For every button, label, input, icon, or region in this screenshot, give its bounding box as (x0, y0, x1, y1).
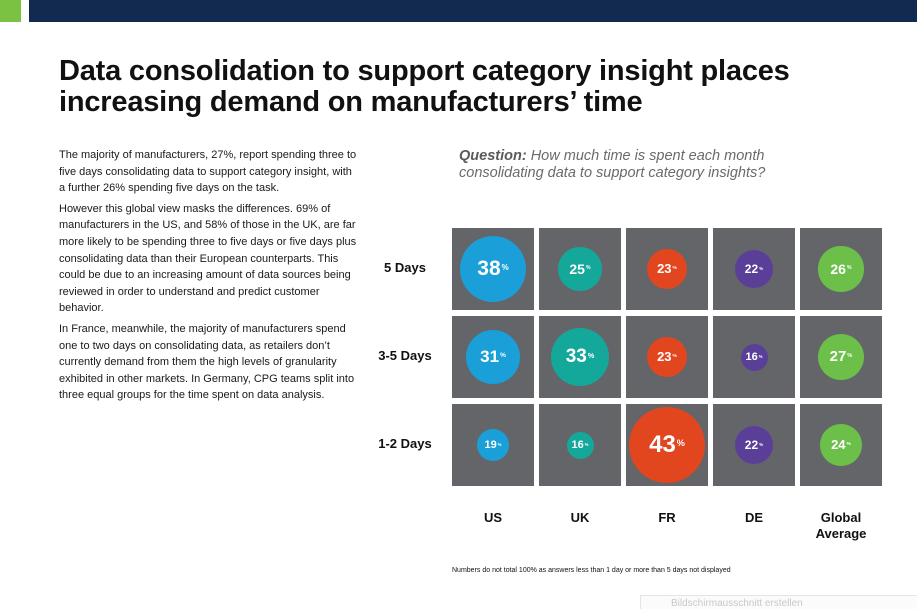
grid-cell: 31% (452, 316, 534, 398)
row-label: 3-5 Days (378, 348, 432, 363)
value-label: 38 (477, 256, 501, 280)
value-bubble: 22% (735, 250, 773, 288)
value-label: 43 (649, 431, 676, 458)
value-label: 33 (565, 345, 587, 367)
grid-cell: 38% (452, 228, 534, 310)
screenshot-tool-watermark: Bildschirmausschnitt erstellen (640, 595, 917, 609)
grid-cell: 16% (713, 316, 795, 398)
body-text: The majority of manufacturers, 27%, repo… (59, 147, 359, 408)
percent-sign: % (847, 352, 853, 359)
percent-sign: % (587, 351, 595, 361)
column-label: Global Average (796, 510, 886, 542)
column-label: US (448, 510, 538, 526)
value-label: 19 (484, 438, 497, 451)
value-bubble: 24% (820, 424, 862, 466)
grid-cell: 24% (800, 404, 882, 486)
column-label-line: Global (820, 510, 862, 525)
value-bubble: 22% (735, 426, 773, 464)
percent-sign: % (676, 438, 685, 449)
value-bubble: 26% (818, 246, 864, 292)
column-label: DE (709, 510, 799, 526)
grid-cell: 22% (713, 404, 795, 486)
survey-question: Question: How much time is spent each mo… (459, 148, 819, 182)
value-label: 23 (657, 261, 672, 277)
brand-accent-block (0, 0, 21, 22)
percent-sign: % (501, 262, 509, 272)
percent-sign: % (846, 264, 852, 271)
percent-sign: % (672, 353, 677, 359)
value-bubble: 38% (459, 235, 527, 303)
value-bubble: 33% (551, 328, 609, 386)
column-label-line: FR (658, 510, 676, 525)
grid-cell: 43% (626, 404, 708, 486)
grid-cell: 25% (539, 228, 621, 310)
column-label-line: US (483, 510, 503, 525)
body-paragraph-3: In France, meanwhile, the majority of ma… (59, 322, 355, 402)
value-bubble: 23% (647, 249, 687, 289)
value-label: 27 (829, 348, 847, 366)
value-bubble: 25% (558, 247, 602, 291)
value-label: 24 (831, 437, 846, 453)
grid-cell: 27% (800, 316, 882, 398)
percent-sign: % (758, 353, 763, 359)
body-paragraph-1: The majority of manufacturers, 27%, repo… (59, 149, 357, 195)
column-label: UK (535, 510, 625, 526)
value-bubble: 19% (476, 428, 510, 462)
column-label: FR (622, 510, 712, 526)
row-label: 1-2 Days (378, 436, 432, 451)
percent-sign: % (759, 441, 764, 447)
value-label: 31 (480, 346, 500, 366)
value-label: 16 (571, 439, 584, 451)
percent-sign: % (759, 265, 764, 271)
value-label: 23 (657, 349, 672, 365)
percent-sign: % (500, 352, 506, 360)
value-label: 16 (745, 351, 758, 363)
row-label: 5 Days (384, 260, 426, 275)
percent-sign: % (846, 441, 851, 447)
slide-title-line-1: Data consolidation to support category i… (59, 55, 790, 87)
footnote: Numbers do not total 100% as answers les… (452, 567, 731, 574)
column-label-line: Average (815, 526, 867, 541)
grid-cell: 22% (713, 228, 795, 310)
column-label-line: UK (570, 510, 590, 525)
slide-title: Data consolidation to support category i… (59, 56, 899, 118)
percent-sign: % (584, 441, 589, 447)
grid-cell: 33% (539, 316, 621, 398)
percent-sign: % (585, 264, 591, 271)
value-bubble: 16% (740, 343, 768, 371)
slide-title-line-2: increasing demand on manufacturers’ time (59, 86, 643, 118)
grid-cell: 16% (539, 404, 621, 486)
grid-cell: 23% (626, 316, 708, 398)
column-label-line: DE (744, 510, 764, 525)
question-label: Question: (459, 148, 527, 164)
value-bubble: 16% (566, 431, 594, 459)
value-label: 22 (744, 437, 759, 452)
percent-sign: % (672, 265, 677, 271)
grid-cell: 23% (626, 228, 708, 310)
body-paragraph-2: However this global view masks the diffe… (59, 202, 357, 315)
value-bubble: 31% (465, 329, 521, 385)
value-bubble: 23% (647, 337, 687, 377)
value-bubble: 27% (817, 333, 865, 381)
grid-cell: 19% (452, 404, 534, 486)
value-label: 25 (569, 260, 585, 277)
value-label: 22 (744, 261, 759, 276)
value-label: 26 (830, 260, 846, 277)
percent-sign: % (497, 441, 502, 447)
grid-cell: 26% (800, 228, 882, 310)
question-text: How much time is spent each month consol… (459, 148, 766, 181)
value-bubble: 43% (629, 407, 705, 483)
top-bar (29, 0, 917, 22)
